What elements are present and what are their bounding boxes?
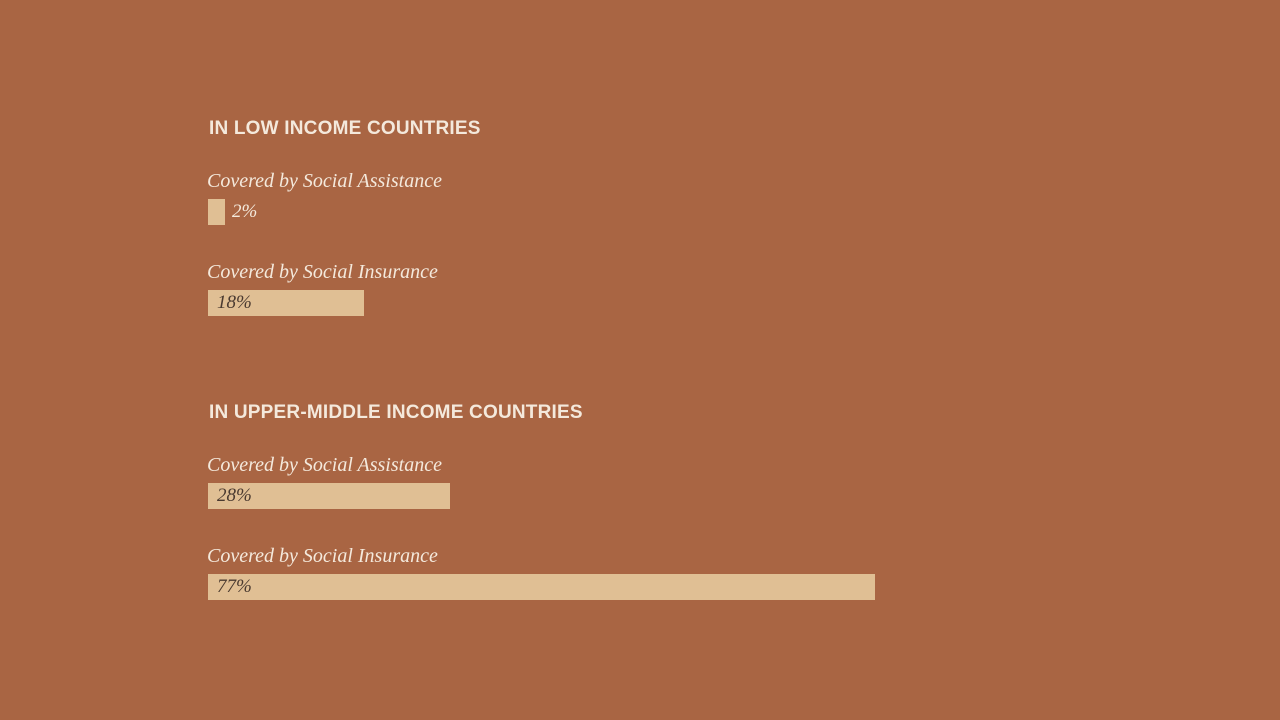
category-label: Covered by Social Insurance — [207, 261, 438, 283]
bar — [208, 574, 875, 600]
category-label: Covered by Social Insurance — [207, 545, 438, 567]
bar — [208, 290, 364, 316]
category-label: Covered by Social Assistance — [207, 170, 442, 192]
data-label: 18% — [217, 292, 252, 313]
bar — [208, 483, 450, 509]
data-label: 28% — [217, 485, 252, 506]
panel-title: IN UPPER-MIDDLE INCOME COUNTRIES — [209, 402, 583, 423]
data-label: 77% — [217, 576, 252, 597]
category-label: Covered by Social Assistance — [207, 454, 442, 476]
panel-title: IN LOW INCOME COUNTRIES — [209, 118, 481, 139]
bar — [208, 199, 225, 225]
data-label: 2% — [232, 201, 258, 222]
